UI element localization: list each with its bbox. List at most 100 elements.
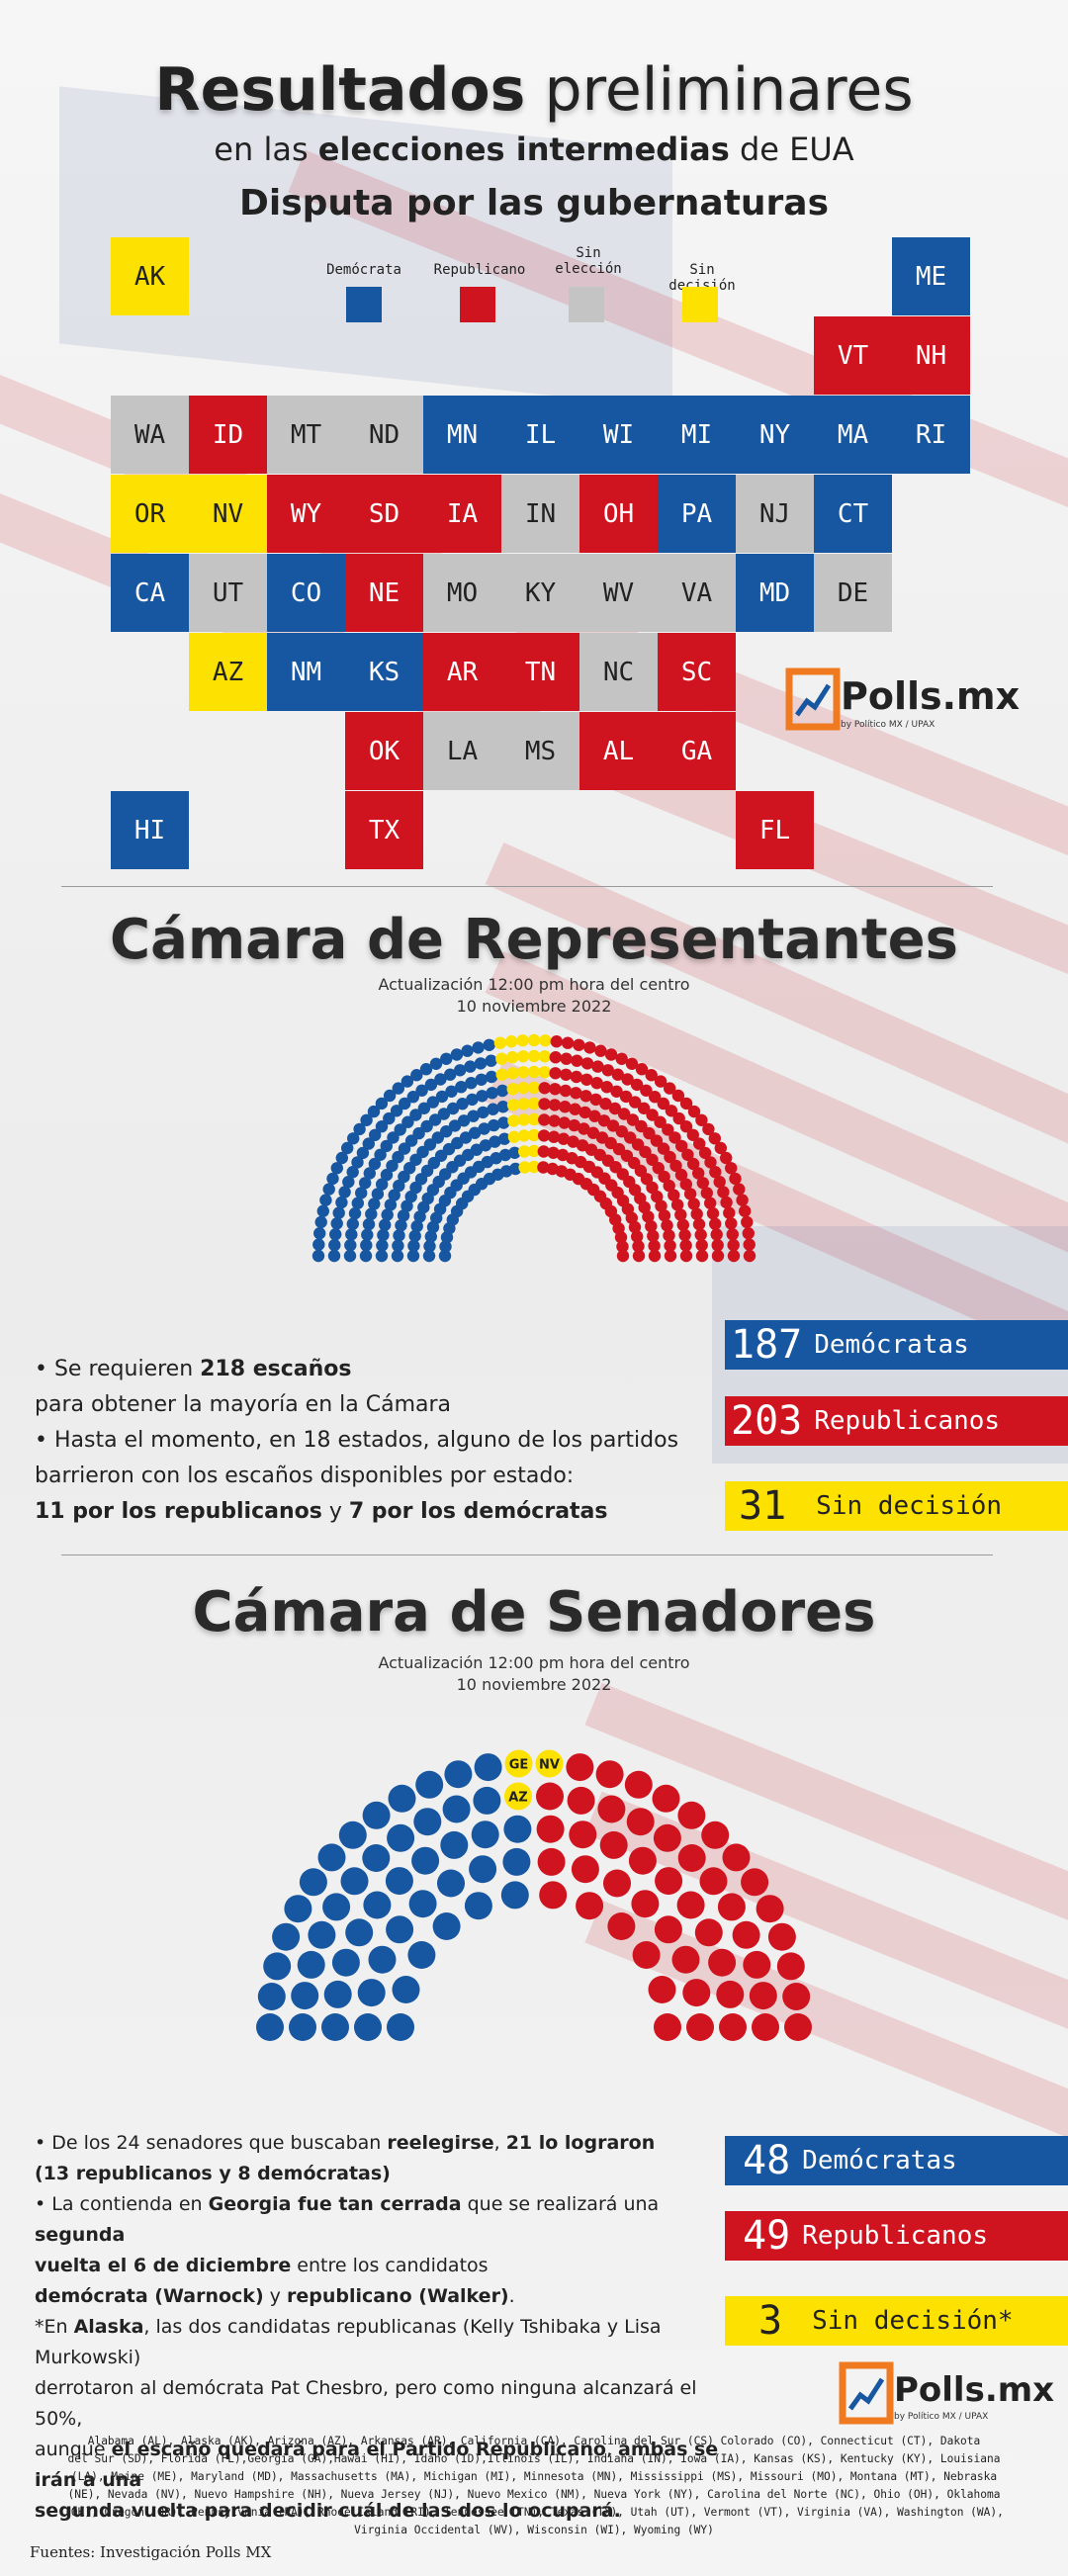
seat-democrat	[490, 1152, 502, 1165]
seat-republican	[743, 1249, 756, 1263]
state-tile-wy: WY	[267, 475, 345, 553]
seat-democrat	[341, 1141, 354, 1155]
seat-undecided	[517, 1129, 531, 1142]
seat-republican	[631, 1230, 644, 1243]
seat-republican	[626, 1113, 640, 1126]
seat-republican	[650, 1134, 664, 1147]
seat-republican	[701, 1821, 730, 1849]
seat-republican	[668, 1189, 680, 1201]
seat-republican	[568, 1118, 580, 1132]
seat-republican	[560, 1052, 573, 1065]
seat-republican	[699, 1867, 728, 1896]
seat-democrat	[467, 1110, 480, 1122]
seat-republican	[652, 1784, 680, 1813]
seat-democrat	[479, 1139, 492, 1152]
seat-republican	[642, 1210, 655, 1223]
seat-republican	[570, 1087, 582, 1100]
seat-undecided	[506, 1083, 519, 1096]
state-tile-ga: GA	[658, 712, 736, 790]
seat-republican	[536, 1782, 564, 1811]
seat-democrat	[465, 1077, 478, 1090]
seat-democrat	[369, 1128, 382, 1141]
seat-democrat	[478, 1122, 490, 1135]
senate-undecided-label: AZ	[508, 1791, 528, 1806]
seat-republican	[717, 1893, 746, 1921]
seat-democrat	[440, 1125, 453, 1138]
seat-republican	[539, 1881, 568, 1910]
seat-democrat	[322, 1183, 335, 1196]
seat-republican	[708, 1948, 737, 1977]
seat-republican	[687, 1198, 700, 1210]
seat-republican	[595, 1760, 624, 1789]
seat-republican	[749, 1982, 777, 2010]
seat-republican	[679, 1239, 692, 1252]
seat-democrat	[323, 1980, 352, 2008]
seat-republican	[549, 1067, 562, 1080]
seat-democrat	[454, 1064, 467, 1077]
seat-democrat	[338, 1186, 351, 1199]
seat-undecided	[527, 1065, 541, 1079]
seat-democrat	[362, 1137, 375, 1150]
seat-democrat	[503, 1815, 532, 1843]
seat-republican	[663, 1179, 675, 1193]
state-tile-nv: NV	[189, 475, 267, 553]
state-tile-in: IN	[501, 475, 579, 553]
senate-undecided-label: NV	[539, 1758, 560, 1773]
seat-democrat	[289, 2013, 316, 2041]
seat-democrat	[407, 1239, 420, 1253]
seat-undecided	[517, 1082, 530, 1095]
seat-democrat	[461, 1044, 474, 1057]
seat-republican	[538, 1113, 551, 1126]
seat-democrat	[345, 1228, 358, 1241]
seat-republican	[648, 1976, 676, 2003]
seat-democrat	[362, 1801, 391, 1829]
seat-republican	[648, 1249, 662, 1263]
seat-democrat	[406, 1249, 420, 1263]
state-tile-pa: PA	[658, 475, 736, 553]
seat-republican	[675, 1139, 688, 1153]
seat-democrat	[331, 1948, 360, 1977]
state-tile-wv: WV	[579, 554, 658, 632]
seat-democrat	[435, 1090, 449, 1104]
seat-democrat	[346, 1166, 359, 1179]
seat-undecided	[517, 1066, 530, 1079]
seat-democrat	[375, 1249, 389, 1263]
seat-democrat	[365, 1207, 378, 1220]
seat-undecided	[495, 1068, 508, 1081]
seat-republican	[655, 1867, 683, 1896]
seat-democrat	[351, 1156, 364, 1169]
seat-democrat	[450, 1048, 464, 1061]
seat-republican	[619, 1090, 633, 1104]
seat-democrat	[428, 1113, 442, 1126]
seat-democrat	[464, 1060, 477, 1073]
seat-republican	[651, 1190, 664, 1203]
seat-republican	[603, 1869, 631, 1898]
seat-democrat	[393, 1179, 405, 1193]
seat-republican	[736, 1194, 749, 1206]
seat-republican	[645, 1219, 658, 1233]
seat-democrat	[354, 2013, 382, 2041]
seat-republican	[670, 1199, 684, 1211]
seat-republican	[711, 1239, 724, 1252]
seat-republican	[569, 1821, 597, 1849]
seat-democrat	[362, 1844, 391, 1872]
seat-republican	[704, 1197, 717, 1209]
seat-undecided	[527, 1033, 541, 1047]
seat-republican	[549, 1051, 562, 1064]
seat-democrat	[474, 1057, 488, 1070]
seat-republican	[578, 1122, 590, 1135]
seat-democrat	[386, 1159, 399, 1173]
divider-2	[61, 1554, 993, 1555]
seat-undecided	[505, 1035, 518, 1048]
state-tile-vt: VT	[814, 316, 892, 395]
legend-swatch-democrat	[346, 287, 382, 322]
seat-undecided	[535, 1749, 564, 1778]
seat-democrat	[469, 1855, 497, 1884]
seat-republican	[594, 1044, 607, 1057]
seat-democrat	[444, 1760, 473, 1789]
seat-democrat	[272, 1922, 301, 1951]
seat-democrat	[353, 1122, 366, 1136]
seat-democrat	[422, 1249, 436, 1263]
seat-democrat	[360, 1113, 373, 1126]
seat-democrat	[375, 1120, 389, 1133]
